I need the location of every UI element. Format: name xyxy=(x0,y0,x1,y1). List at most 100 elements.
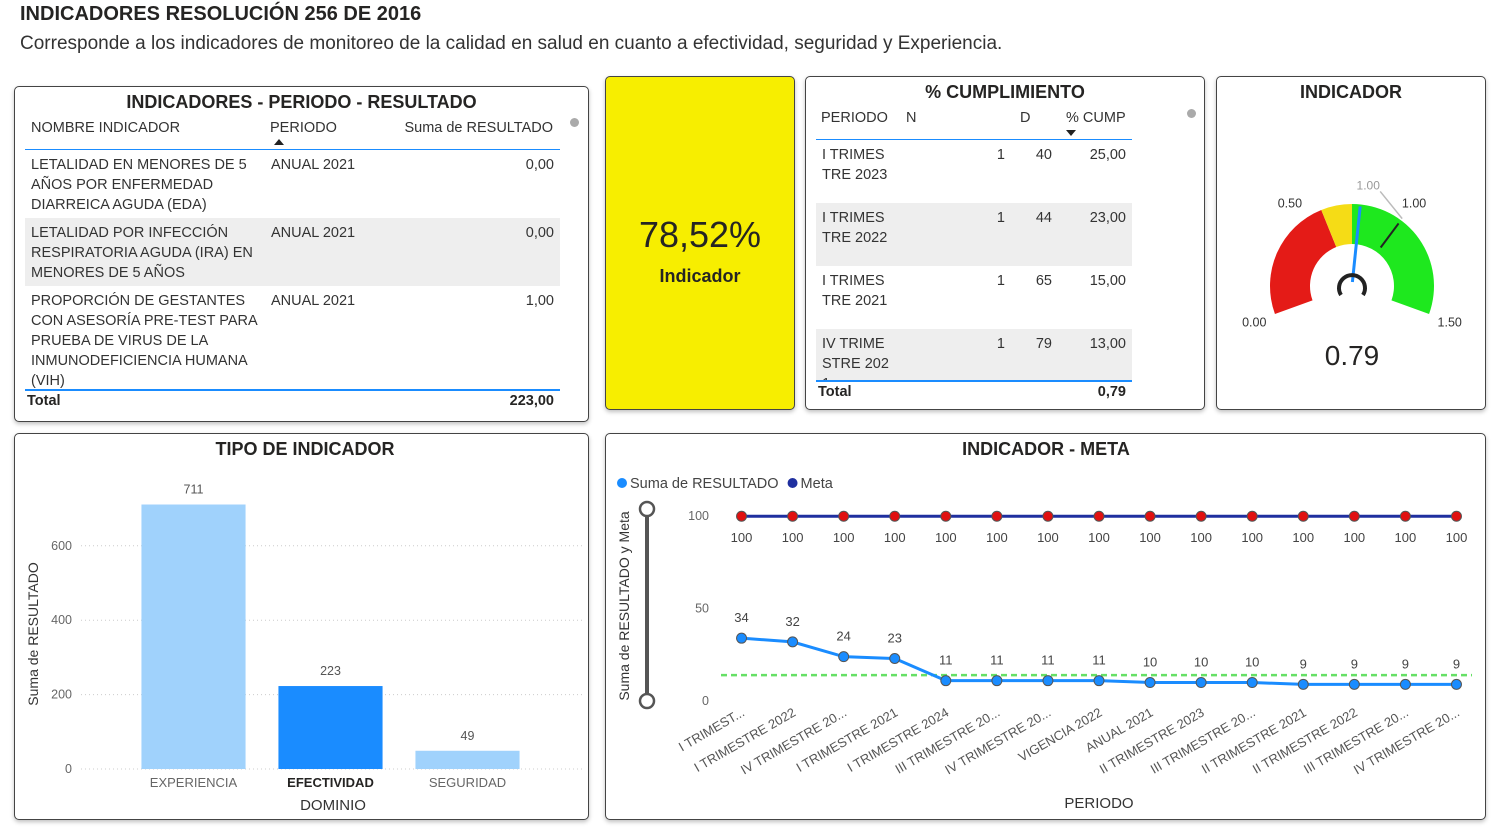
data-point xyxy=(1093,510,1105,522)
column-header: PERIODO xyxy=(821,110,888,126)
table-cell: 25,00 xyxy=(1089,147,1126,163)
table-cell: PROPORCIÓN DE GESTANTES CON ASESORÍA PRE… xyxy=(31,293,257,389)
chart-title: INDICADOR - META xyxy=(962,439,1130,459)
table-body: LETALIDAD EN MENORES DE 5 AÑOS POR ENFER… xyxy=(25,150,560,390)
data-point xyxy=(1246,677,1258,689)
total-cell: Total xyxy=(27,393,61,409)
table-cell: 1 xyxy=(996,147,1005,163)
table-cell: 1 xyxy=(996,336,1005,352)
table-cell: 0,00 xyxy=(525,225,554,241)
data-label: 711 xyxy=(184,483,204,497)
column-header: % CUMP xyxy=(1066,110,1126,126)
sort-icon xyxy=(1066,130,1076,136)
data-point xyxy=(1348,510,1360,522)
data-point xyxy=(1144,510,1156,522)
data-point xyxy=(787,636,799,648)
table-panel: % CUMPLIMIENTO PERIODO N D % CUMP I TRIMESTR… xyxy=(805,76,1205,410)
y-tick-label: 100 xyxy=(688,509,709,523)
data-label: 9 xyxy=(1300,656,1307,671)
y-tick-label: 50 xyxy=(695,602,709,616)
chart-title: TIPO DE INDICADOR xyxy=(215,439,394,459)
data-point xyxy=(1042,675,1054,687)
data-label: 11 xyxy=(1041,653,1055,668)
data-label: 100 xyxy=(1139,530,1161,545)
range-slider-handle[interactable] xyxy=(638,500,656,518)
data-point xyxy=(1144,677,1156,689)
data-label: 9 xyxy=(1351,656,1358,671)
data-label: 100 xyxy=(731,530,753,545)
gauge-value: 0.79 xyxy=(1325,340,1380,371)
table-title: INDICADORES - PERIODO - RESULTADO xyxy=(126,92,477,112)
header-rule xyxy=(816,139,1132,140)
sort-icon xyxy=(274,139,284,145)
total-row: Total 223,00 xyxy=(25,389,560,409)
data-label: 10 xyxy=(1194,655,1208,670)
data-label: 32 xyxy=(785,614,799,629)
card: 78,52% Indicador xyxy=(605,76,795,410)
card-value: 78,52% xyxy=(638,214,762,255)
page-title: INDICADORES RESOLUCIÓN 256 DE 2016 xyxy=(20,3,422,25)
data-label: 23 xyxy=(887,631,901,646)
x-tick-label: EXPERIENCIA xyxy=(150,775,238,790)
column-header: PERIODO xyxy=(270,120,337,136)
line-chart: INDICADOR - META Suma de RESULTADO Meta Sum… xyxy=(616,439,1472,812)
data-point xyxy=(1399,510,1411,522)
data-point xyxy=(991,510,1003,522)
legend-label: Suma de RESULTADO xyxy=(630,476,779,492)
y-axis-label: Suma de RESULTADO y Meta xyxy=(616,511,632,701)
bar xyxy=(278,686,383,769)
data-point xyxy=(736,510,748,522)
gauge-tick-label: 0.00 xyxy=(1242,316,1266,330)
table-row: I TRIMESTRE 2022 1 44 23,00 xyxy=(816,203,1132,266)
table-cell: 1 xyxy=(996,210,1005,226)
table-cell: 1 xyxy=(996,273,1005,289)
data-point xyxy=(736,632,748,644)
range-slider-handle[interactable] xyxy=(638,692,656,710)
total-cell: 0,79 xyxy=(1097,384,1126,400)
column-header: Suma de RESULTADO xyxy=(404,120,553,136)
chart-title: INDICADOR xyxy=(1300,82,1402,102)
table-row: I TRIMESTRE 2023 1 40 25,00 xyxy=(816,140,1132,203)
bar xyxy=(415,750,520,769)
data-label: 100 xyxy=(884,530,906,545)
scroll-indicator[interactable] xyxy=(570,118,579,127)
gauge-tick-label: 1.50 xyxy=(1438,316,1462,330)
table-row: LETALIDAD POR INFECCIÓN RESPIRATORIA AGU… xyxy=(25,218,560,286)
line-panel: INDICADOR - META Suma de RESULTADO Meta Sum… xyxy=(605,433,1486,820)
data-point xyxy=(1195,510,1207,522)
data-label: 100 xyxy=(1395,530,1417,545)
data-label: 100 xyxy=(1343,530,1365,545)
legend-label: Meta xyxy=(801,476,834,492)
column-header: N xyxy=(906,110,917,126)
data-label: 24 xyxy=(836,629,850,644)
y-tick-label: 600 xyxy=(51,539,72,553)
gauge-chart: INDICADOR 0.00 0.50 1.00 1.50 1.00 0.79 xyxy=(1242,82,1462,371)
data-point xyxy=(889,510,901,522)
x-axis-label: PERIODO xyxy=(1064,795,1133,812)
table-cell: 0,00 xyxy=(525,157,554,173)
gauge-target xyxy=(1379,222,1400,249)
data-point xyxy=(1297,510,1309,522)
data-label: 100 xyxy=(1241,530,1263,545)
data-label: 9 xyxy=(1402,656,1409,671)
data-point xyxy=(787,510,799,522)
data-label: 223 xyxy=(320,664,341,678)
gauge-panel: INDICADOR 0.00 0.50 1.00 1.50 1.00 0.79 xyxy=(1216,76,1486,410)
x-axis-label: DOMINIO xyxy=(300,797,366,814)
data-point xyxy=(1042,510,1054,522)
data-point xyxy=(1297,678,1309,690)
scroll-indicator[interactable] xyxy=(1187,109,1196,118)
y-axis-label: Suma de RESULTADO xyxy=(25,562,41,706)
data-point xyxy=(1348,678,1360,690)
card-label: Indicador xyxy=(659,266,741,286)
table-cell: 44 xyxy=(1035,210,1052,226)
gauge-band xyxy=(1352,204,1434,315)
data-point xyxy=(1450,678,1462,690)
data-label: 100 xyxy=(782,530,804,545)
table-row: IV TRIMESTRE 2021 1 79 13,00 xyxy=(816,329,1132,380)
data-label: 100 xyxy=(1037,530,1059,545)
data-point xyxy=(889,653,901,665)
table-cell: ANUAL 2021 xyxy=(271,293,356,309)
table-cell: I TRIMESTRE 2022 xyxy=(822,210,888,246)
table-title: % CUMPLIMIENTO xyxy=(925,82,1085,102)
